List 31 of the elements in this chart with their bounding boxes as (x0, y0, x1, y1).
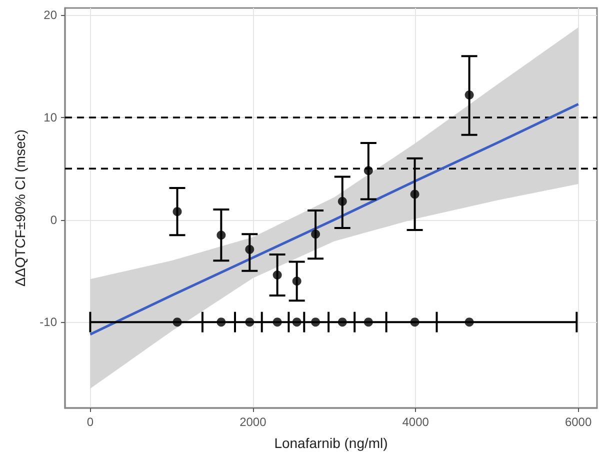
y-tick-label: -10 (40, 315, 58, 330)
y-tick-label: 0 (50, 212, 58, 227)
point (364, 318, 373, 327)
y-tick-label: 20 (44, 8, 58, 22)
x-tick-label: 0 (86, 415, 94, 429)
point (216, 318, 226, 327)
point (410, 190, 420, 199)
point (464, 90, 474, 100)
point (292, 318, 302, 327)
point (311, 230, 320, 239)
x-tick-label: 4000 (402, 415, 430, 429)
point (338, 196, 347, 206)
x-axis-title: Lonafarnib (ng/ml) (274, 435, 388, 451)
point (364, 166, 373, 176)
point (172, 207, 182, 216)
point (245, 244, 254, 254)
x-tick-label: 2000 (240, 415, 267, 429)
point (464, 318, 474, 327)
point (338, 318, 347, 327)
point (311, 318, 320, 327)
point (410, 318, 420, 327)
point (272, 318, 282, 327)
point (245, 318, 254, 327)
point (292, 276, 302, 286)
line-series (88, 102, 580, 336)
point (172, 318, 182, 327)
point (216, 230, 226, 240)
y-axis-title: ΔΔQTCF±90% CI (msec) (12, 129, 28, 287)
point (272, 270, 282, 280)
x-tick-label: 6000 (564, 415, 592, 429)
y-tick-label: 10 (44, 110, 58, 124)
